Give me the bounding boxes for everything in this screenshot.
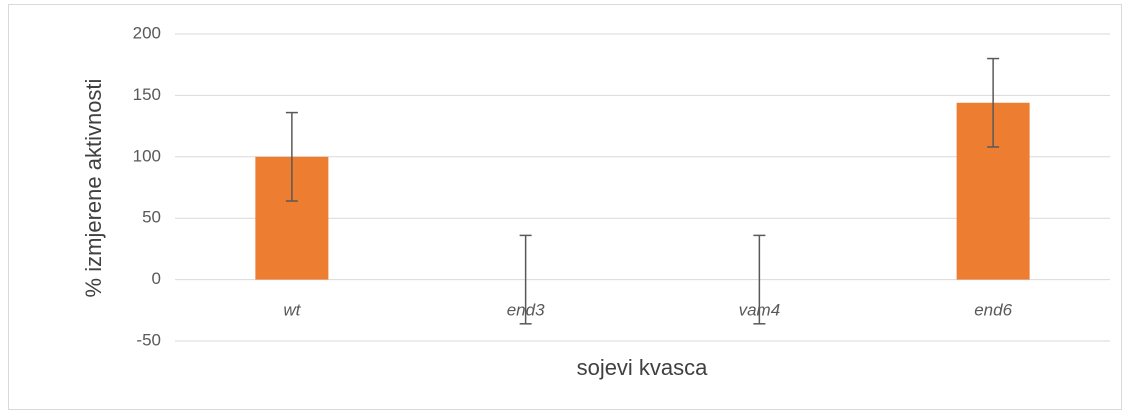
y-tick-label: 200 bbox=[133, 23, 161, 42]
x-tick-label: wt bbox=[283, 300, 301, 319]
y-tick-label: -50 bbox=[136, 330, 161, 349]
x-tick-label: end6 bbox=[974, 300, 1012, 319]
y-tick-label: 100 bbox=[133, 146, 161, 165]
y-tick-label: 150 bbox=[133, 85, 161, 104]
chart-border bbox=[8, 4, 1122, 410]
y-axis-title: % izmjerene aktivnosti bbox=[81, 79, 106, 298]
y-tick-label: 50 bbox=[142, 208, 161, 227]
y-tick-label: 0 bbox=[152, 269, 161, 288]
x-axis-title: sojevi kvasca bbox=[577, 355, 709, 380]
